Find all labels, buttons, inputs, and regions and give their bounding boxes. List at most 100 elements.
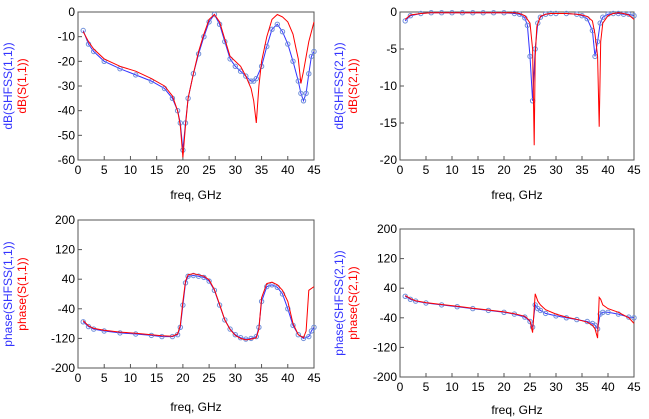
x-tick-label: 5 [101,163,108,177]
series-line-red [82,13,315,158]
x-axis-label: freq, GHz [170,400,221,414]
y-tick-label: -50 [58,128,76,142]
data-point [290,58,296,64]
y-tick-label: -40 [380,311,398,325]
y-axis-label-shfss: dB(SHFSS(2,1)) [332,42,346,129]
data-point [232,63,239,70]
x-tick-label: 25 [523,163,537,177]
data-point [631,315,637,321]
y-axis-label-shfss: phase(SHFSS(2,1)) [332,250,346,355]
series-line-blue [82,274,315,340]
y-tick-label: -120 [51,331,75,345]
x-axis-label: freq, GHz [491,188,542,202]
x-tick-label: 25 [202,163,216,177]
x-tick-label: 15 [150,163,164,177]
data-point [298,90,304,97]
data-point [311,48,317,55]
y-tick-label: 0 [68,5,75,19]
y-axis-label-shfss: phase(SHFSS(1,1)) [1,241,15,346]
y-tick-label: 120 [377,252,397,266]
x-tick-label: 45 [307,371,321,385]
data-point [185,273,191,279]
x-tick-label: 5 [423,163,430,177]
data-point [232,332,239,338]
y-tick-label: 0 [390,5,397,19]
y-tick-label: 40 [384,281,398,295]
data-point [222,317,228,323]
chart-db-s21: 0 5 10 15 20 25 30 35 40 45 0 -5 -10 -15 -20 freq, GHz… [332,5,641,202]
data-point [243,73,249,79]
x-tick-label: 5 [423,380,430,394]
x-tick-label: 40 [601,163,615,177]
data-point [600,14,606,20]
data-point [195,273,202,279]
y-tick-label: 200 [55,213,75,227]
data-point [303,90,309,97]
x-tick-label: 15 [471,163,485,177]
data-point [537,307,544,314]
x-tick-label: 40 [281,163,295,177]
y-tick-label: -60 [58,153,76,167]
x-tick-label: 15 [471,380,485,394]
data-point [600,309,606,315]
data-point [300,98,307,104]
y-tick-label: -30 [58,79,76,93]
data-point [542,310,549,317]
x-tick-label: 45 [627,380,641,394]
x-tick-label: 35 [575,380,589,394]
x-tick-label: 0 [397,163,404,177]
y-axis-label-s: dB(S(1,1)) [15,58,29,113]
y-tick-label: 120 [55,243,75,257]
data-point [402,18,408,24]
data-point [211,11,218,18]
chart-phase-s21: 0 5 10 15 20 25 30 35 40 45 200 120 40 -40 -120 -200 fr… [332,222,641,417]
data-point [631,13,637,19]
data-point [306,71,312,77]
series-line-red [404,12,635,146]
data-point [248,78,254,84]
x-tick-label: 0 [75,163,82,177]
x-axis-label: freq, GHz [491,403,542,417]
data-point [206,278,212,284]
x-tick-label: 35 [255,163,269,177]
x-tick-label: 10 [445,163,459,177]
y-tick-label: 200 [377,222,397,236]
data-point [211,287,218,293]
y-tick-label: 40 [62,272,76,286]
data-point [407,13,414,19]
data-point [524,22,531,28]
series-line-red [82,273,315,341]
x-tick-label: 30 [549,380,563,394]
data-point [274,21,280,27]
x-tick-label: 30 [229,163,243,177]
y-tick-label: -20 [58,54,76,68]
data-point [227,326,233,332]
x-tick-label: 40 [281,371,295,385]
x-tick-label: 20 [176,371,190,385]
y-tick-label: -5 [386,42,397,56]
chart-db-s11: 0 5 10 15 20 25 30 35 40 45 0 -10 -20 -30 -40 -50 -60 fr… [1,5,321,202]
data-point [269,26,275,32]
data-point [522,314,528,320]
x-tick-label: 10 [124,371,138,385]
x-axis-label: freq, GHz [170,188,221,202]
plot-frame [77,219,315,369]
data-point [306,333,312,340]
y-tick-label: -15 [380,116,398,130]
y-axis-label-shfss: dB(SHFSS(1,1)) [1,42,15,129]
x-tick-label: 45 [307,163,321,177]
x-tick-label: 20 [497,380,511,394]
series-line-blue [404,295,635,331]
x-tick-label: 30 [549,163,563,177]
x-tick-label: 0 [75,371,82,385]
x-tick-label: 20 [497,163,511,177]
x-tick-label: 10 [445,380,459,394]
y-tick-label: -200 [51,361,75,375]
x-tick-label: 45 [627,163,641,177]
y-tick-label: -20 [380,153,398,167]
x-tick-label: 35 [255,371,269,385]
series-line-red [404,293,635,339]
x-tick-label: 0 [397,380,404,394]
data-point [527,318,533,325]
